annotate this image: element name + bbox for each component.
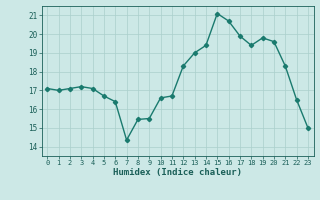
- X-axis label: Humidex (Indice chaleur): Humidex (Indice chaleur): [113, 168, 242, 177]
